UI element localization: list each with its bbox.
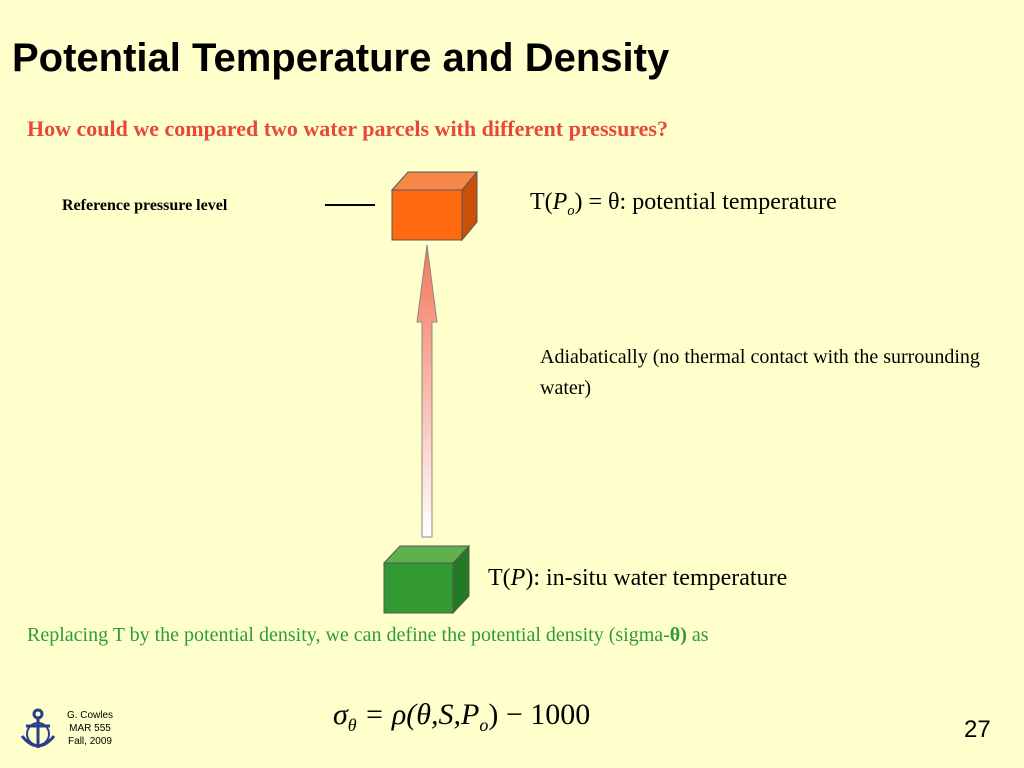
- course: MAR 555: [69, 723, 111, 734]
- insitu-temp: T(P): in-situ water temperature: [488, 565, 787, 592]
- reference-label: Reference pressure level: [62, 197, 228, 214]
- text: = ρ(θ,S,P: [356, 698, 480, 731]
- term: Fall, 2009: [68, 736, 112, 747]
- author: G. Cowles: [66, 710, 114, 721]
- text: as: [686, 624, 709, 646]
- potential-temp: T(Po) = θ: potential temperature: [530, 189, 837, 220]
- equation: σθ = ρ(θ,S,Po) − 1000: [333, 698, 590, 736]
- text: Replacing T by the potential density, we…: [27, 624, 670, 646]
- density-note: Replacing T by the potential density, we…: [27, 624, 709, 647]
- page-number: 27: [964, 716, 991, 743]
- text: ) = θ: potential temperature: [574, 189, 837, 215]
- text: ) − 1000: [488, 698, 591, 731]
- adiabatic-note: Adiabatically (no thermal contact with t…: [540, 346, 980, 399]
- subscript: o: [479, 715, 489, 735]
- text: ): in-situ water temperature: [525, 565, 788, 591]
- subscript: o: [567, 202, 575, 219]
- variable: P: [510, 565, 526, 591]
- logo: [20, 708, 56, 748]
- variable: P: [552, 189, 568, 215]
- arrow: [416, 244, 438, 538]
- title: Potential Temperature and Density: [12, 36, 670, 80]
- orange-cube: [390, 171, 479, 242]
- text: T(: [488, 565, 511, 591]
- question: How could we compared two water parcels …: [27, 116, 668, 141]
- footer: G. Cowles MAR 555 Fall, 2009: [58, 709, 122, 748]
- text: T(: [530, 189, 553, 215]
- green-cube: [382, 544, 471, 615]
- symbol: σ: [333, 698, 348, 731]
- symbol: θ): [669, 624, 687, 646]
- subscript: θ: [347, 715, 357, 735]
